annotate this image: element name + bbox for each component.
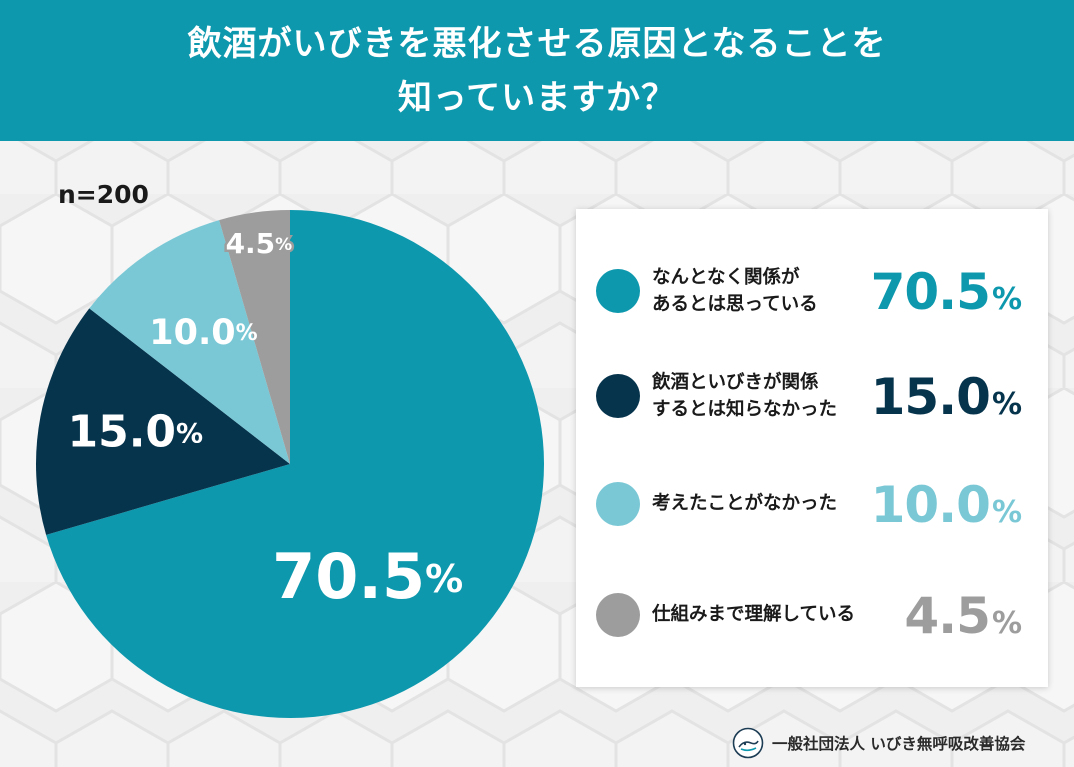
legend-value: 4.5% — [904, 587, 1022, 645]
legend-swatch — [596, 593, 640, 637]
footer-credit: 一般社団法人 いびき無呼吸改善協会 — [732, 725, 1025, 761]
title-banner: 飲酒がいびきを悪化させる原因となることを 知っていますか？ — [0, 0, 1074, 141]
legend-value: 70.5% — [870, 263, 1022, 321]
legend-value: 15.0% — [870, 368, 1022, 426]
legend-label: 仕組みまで理解している — [652, 604, 855, 625]
legend-label: なんとなく関係が あるとは思っている — [652, 267, 818, 315]
legend-item: 仕組みまで理解している 4.5% — [576, 570, 1048, 660]
legend-swatch — [596, 374, 640, 418]
pie-slice — [46, 210, 545, 718]
legend-swatch — [596, 269, 640, 313]
organization-name: 一般社団法人 いびき無呼吸改善協会 — [772, 735, 1026, 753]
sample-size-label: n=200 — [58, 180, 149, 209]
pie-slice — [219, 210, 290, 464]
pie-slice-label: 10.0% — [149, 313, 257, 353]
legend-swatch — [596, 482, 640, 526]
pie-slice-label: 70.5% — [272, 540, 463, 613]
sleeping-face-logo-icon — [732, 727, 764, 759]
pie-slice — [89, 220, 290, 464]
pie-slice-label: 4.5% — [226, 227, 293, 260]
legend-label: 考えたことがなかった — [652, 493, 838, 514]
legend-label: 飲酒といびきが関係 するとは知らなかった — [652, 372, 838, 420]
legend-item: 飲酒といびきが関係 するとは知らなかった 15.0% — [576, 352, 1048, 442]
pie-slice-label: 15.0% — [67, 407, 203, 458]
legend-box: なんとなく関係が あるとは思っている 70.5% 飲酒といびきが関係 するとは知… — [576, 209, 1048, 687]
legend-value: 10.0% — [870, 476, 1022, 534]
legend-item: 考えたことがなかった 10.0% — [576, 459, 1048, 549]
title-line-2: 知っていますか？ — [397, 78, 677, 118]
legend-item: なんとなく関係が あるとは思っている 70.5% — [576, 247, 1048, 337]
title-line-1: 飲酒がいびきを悪化させる原因となることを — [187, 24, 887, 64]
pie-slice — [36, 308, 290, 535]
